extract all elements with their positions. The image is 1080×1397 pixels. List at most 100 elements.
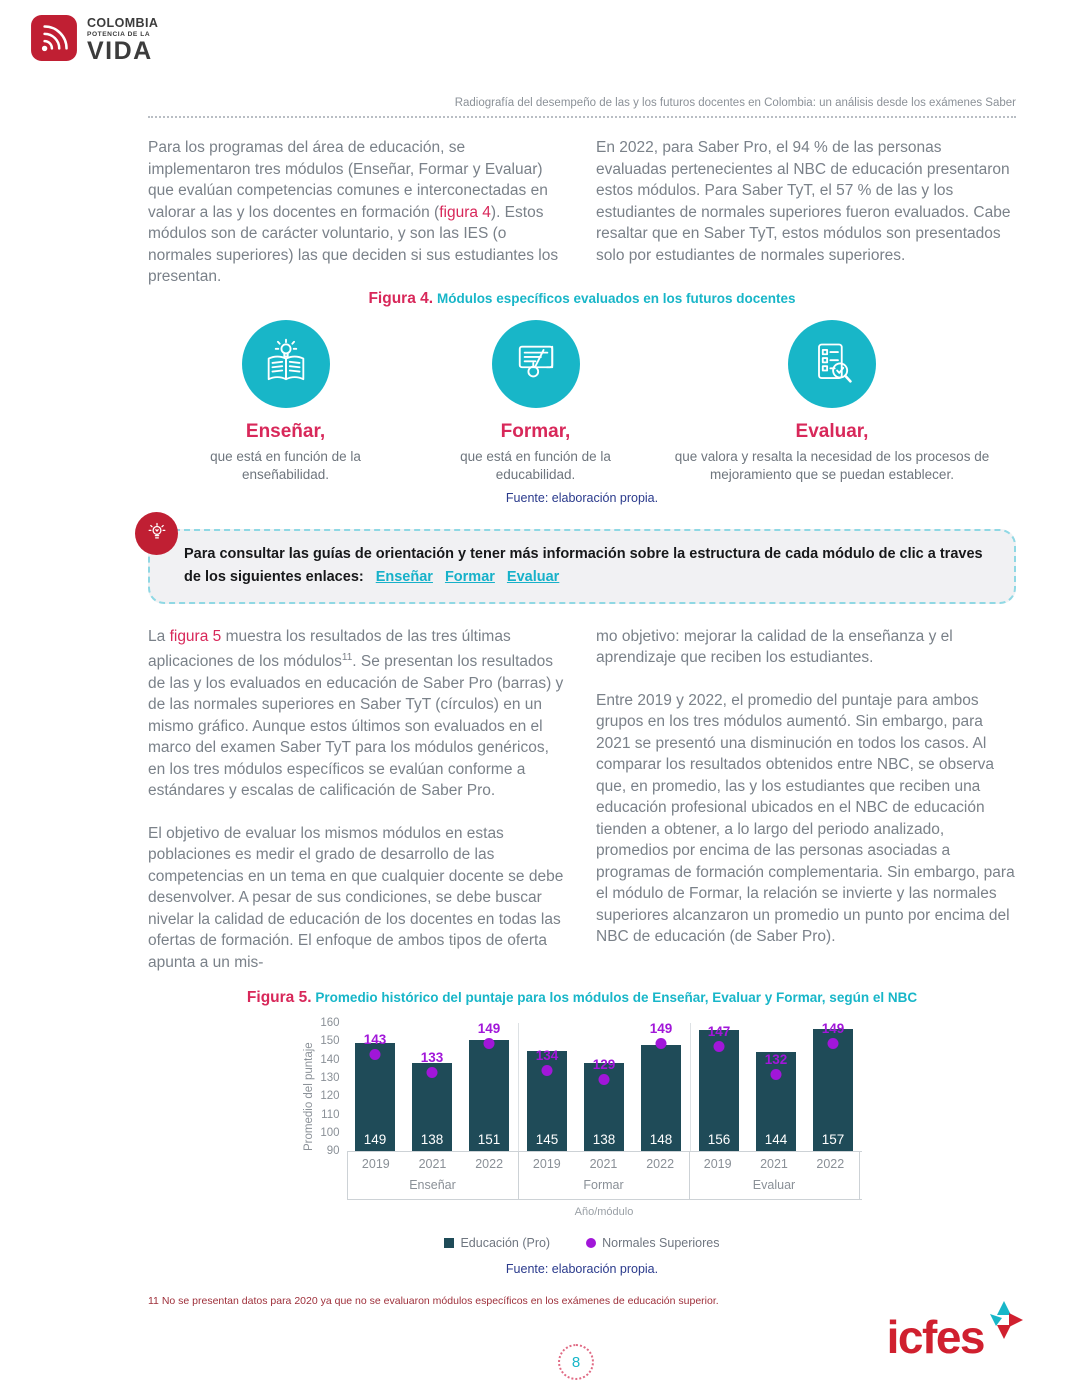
legend-label-normales: Normales Superiores [602,1236,720,1251]
year-tick: 2022 [816,1157,845,1172]
bar-slot: 148 149 [633,1020,690,1152]
year-tick: 2022 [475,1157,504,1172]
bar-value-label: 151 [477,1132,501,1148]
bar-value-label: 145 [535,1132,559,1148]
bar-slot: 149 143 [347,1023,404,1152]
bar-slot: 144 132 [748,1023,805,1152]
intro-right-paragraph: En 2022, para Saber Pro, el 94 % de las … [596,139,1011,264]
chart-plot: 149 143 138 133 151 149 145 134 138 129 148 149 156 1… [347,1020,862,1152]
intro-left-post: ). Estos módulos son de carácter volunta… [148,203,559,286]
callout: Para consultar las guías de orientación … [135,511,1016,604]
bar: 151 [469,1039,509,1152]
year-tick: 2022 [646,1157,675,1172]
y-tick: 130 [320,1072,340,1084]
bar-legend-swatch [444,1238,455,1249]
book-bulb-icon [267,338,304,380]
chart-group-Enseñar: 149 143 138 133 151 149 [347,1021,518,1152]
bar-value-label: 157 [821,1132,845,1148]
bar-value-label: 144 [764,1132,788,1148]
figura-4-source: Fuente: elaboración propia. [505,490,659,505]
bar-slot: 151 149 [461,1021,518,1152]
y-tick: 110 [321,1108,340,1121]
ensenar-title: Enseñar, [245,420,326,442]
year-tick: 2021 [760,1157,788,1172]
bar: 144 [756,1052,796,1152]
bar: 149 [355,1043,395,1152]
dot-value-label: 133 [420,1050,444,1066]
link-ensenar[interactable]: Enseñar [375,568,433,585]
callout-box: Para consultar las guías de orientación … [148,528,1016,604]
dot-marker [541,1065,553,1077]
bar-slot: 156 147 [691,1023,748,1152]
chart-group-Evaluar: 156 147 144 132 157 149 [689,1020,862,1152]
link-evaluar[interactable]: Evaluar [506,568,560,585]
figura-4-label: Figura 4. [368,289,434,307]
icfes-logo: icfes [887,1300,1024,1360]
analysis-left-p2: El objetivo de evaluar los mismos módulo… [148,824,564,971]
dot-marker [713,1041,725,1053]
dot-marker [655,1037,667,1049]
formar-desc: que está en función de la educabilidad. [460,448,611,483]
footnote: 11 No se presentan datos para 2020 ya qu… [148,1295,719,1307]
logo-line-potencia: POTENCIA DE LA [87,30,151,38]
module-group-label: Formar [583,1178,624,1193]
evaluar-title: Evaluar, [795,420,869,442]
bar: 138 [412,1063,452,1152]
legend-normales-superiores: Normales Superiores [586,1236,720,1251]
dot-marker [598,1074,610,1086]
bar-slot: 145 134 [519,1023,576,1152]
bar-slot: 138 129 [576,1023,633,1152]
y-tick: 160 [320,1017,340,1030]
figura-4-caption: Módulos específicos evaluados en los fut… [436,290,796,306]
dot-legend-swatch [586,1238,597,1249]
x-axis: 2019 2021 2022 Enseñar 2019 2021 2022 Formar 201… [346,1151,862,1201]
figura-4-title: Figura 4. Módulos específicos evaluados … [148,290,1016,308]
ensenar-circle [241,319,330,408]
analysis-right-p1: mo objetivo: mejorar la calidad de la en… [596,627,953,667]
dot-value-label: 147 [707,1024,731,1040]
dot-marker [426,1067,438,1079]
page-content: Para los programas del área de educación… [135,137,1016,1277]
year-tick: 2021 [418,1157,447,1172]
checklist-magnifier-icon [818,343,852,383]
y-axis-title: Promedio del puntaje [302,1042,315,1152]
bar-slot: 138 133 [404,1023,461,1152]
year-tick: 2019 [361,1157,390,1172]
module-group-label: Enseñar [409,1178,456,1193]
x-axis-title: Año/módulo [574,1206,634,1219]
figura-4-reference[interactable]: figura 4 [439,203,491,221]
figura-5-reference[interactable]: figura 5 [169,627,222,645]
colombia-waves-icon [31,15,77,61]
bar-slot: 157 149 [805,1020,862,1152]
module-ensenar: Enseñar, que está en función de la enseñ… [148,319,423,485]
dot-marker [827,1037,839,1049]
dot-value-label: 149 [821,1020,845,1036]
dot-marker [770,1068,782,1080]
colombia-logo: COLOMBIA POTENCIA DE LA VIDA [30,14,158,64]
intro-left-pre: Para los programas del área de educación… [148,139,548,221]
lightbulb-badge [135,511,178,555]
y-tick: 100 [320,1126,340,1139]
chart-group-Formar: 145 134 138 129 148 149 [517,1020,690,1152]
figura-5-source: Fuente: elaboración propia. [505,1262,659,1277]
dot-value-label: 149 [649,1020,673,1036]
evaluar-desc: que valora y resalta la necesidad de los… [674,448,990,483]
y-tick: 150 [320,1035,340,1048]
figura-5-label: Figura 5. [246,989,312,1007]
dot-value-label: 134 [535,1048,559,1064]
y-tick: 140 [320,1053,340,1066]
bar-value-label: 138 [420,1132,444,1148]
link-formar[interactable]: Formar [444,568,495,585]
bar: 148 [641,1045,681,1152]
lightbulb-icon [148,522,165,539]
footnote-marker: 11 [341,652,353,663]
analysis-left-p1: La figura 5 muestra los resultados de la… [148,626,568,802]
figura-5-caption: Promedio histórico del puntaje para los … [315,990,918,1006]
chart-legend: Educación (Pro) Normales Superiores [148,1236,1016,1250]
dot-value-label: 132 [764,1051,788,1067]
y-tick: 90 [326,1145,340,1158]
page-number: 8 [558,1344,594,1380]
axis-group-Enseñar: 2019 2021 2022 Enseñar [346,1152,518,1200]
axis-group-Evaluar: 2019 2021 2022 Evaluar [688,1152,860,1200]
